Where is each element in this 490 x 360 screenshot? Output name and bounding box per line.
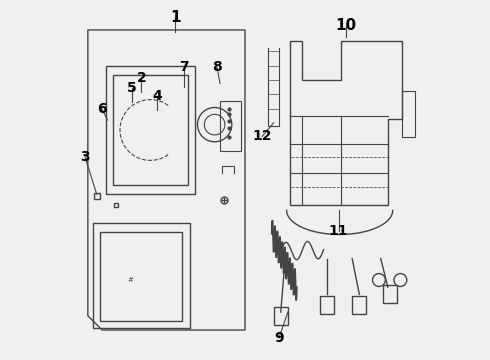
Text: 10: 10 xyxy=(335,18,356,33)
Text: 3: 3 xyxy=(80,150,90,164)
Text: #: # xyxy=(128,277,134,283)
Text: 11: 11 xyxy=(329,224,348,238)
Text: 4: 4 xyxy=(152,89,162,103)
Text: 8: 8 xyxy=(212,60,222,75)
Text: 1: 1 xyxy=(170,10,181,25)
Text: 12: 12 xyxy=(252,129,272,143)
Text: 9: 9 xyxy=(274,331,284,345)
Text: 2: 2 xyxy=(137,71,147,85)
Text: 6: 6 xyxy=(98,102,107,116)
Text: 5: 5 xyxy=(127,81,137,95)
Text: 7: 7 xyxy=(179,60,189,75)
